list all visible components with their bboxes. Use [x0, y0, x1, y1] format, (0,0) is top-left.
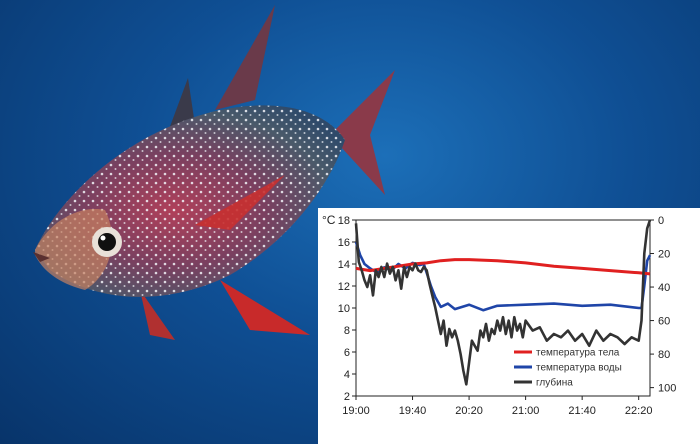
series-line-body-temp [355, 258, 651, 276]
series-group [354, 219, 652, 386]
series-line-depth [354, 219, 652, 386]
y-right-tick-label: 40 [658, 282, 670, 294]
y-left-tick-label: 14 [338, 259, 350, 271]
y-left-unit: °C [322, 213, 336, 227]
y-left-tick-label: 2 [344, 391, 350, 403]
y-left-tick-label: 16 [338, 237, 350, 249]
y-right-tick-label: 0 [658, 215, 664, 227]
x-tick-label: 22:20 [625, 405, 653, 417]
y-axis-left: °C 2 4 6 8 10 12 14 16 18 [322, 213, 356, 403]
y-left-tick-label: 6 [344, 347, 350, 359]
chart-panel: °C 2 4 6 8 10 12 14 16 18 0 20 40 60 80 100 19:00 19:40… [318, 208, 700, 444]
x-tick-label: 21:00 [512, 405, 540, 417]
legend-label: температура тела [536, 348, 620, 359]
y-left-tick-label: 10 [338, 303, 350, 315]
y-right-tick-label: 100 [658, 383, 676, 395]
y-axis-right: 0 20 40 60 80 100 [650, 215, 676, 395]
x-axis: 19:00 19:40 20:20 21:00 21:40 22:20 [342, 396, 652, 417]
legend: температура тела температура воды глубина [514, 348, 622, 389]
temperature-depth-chart: °C 2 4 6 8 10 12 14 16 18 0 20 40 60 80 100 19:00 19:40… [322, 213, 676, 417]
y-left-tick-label: 12 [338, 281, 350, 293]
x-tick-label: 19:00 [342, 405, 370, 417]
x-tick-label: 19:40 [399, 405, 427, 417]
y-left-tick-label: 8 [344, 325, 350, 337]
y-right-tick-label: 60 [658, 316, 670, 328]
x-tick-label: 20:20 [455, 405, 483, 417]
legend-label: глубина [536, 377, 573, 389]
x-tick-label: 21:40 [568, 405, 596, 417]
legend-label: температура воды [536, 363, 622, 374]
y-left-tick-label: 4 [344, 369, 350, 381]
y-left-tick-label: 18 [338, 215, 350, 227]
y-right-tick-label: 20 [658, 249, 670, 261]
y-right-tick-label: 80 [658, 349, 670, 361]
